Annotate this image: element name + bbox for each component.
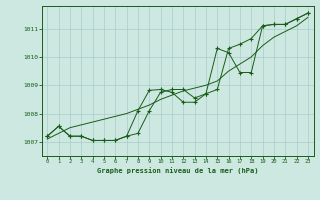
X-axis label: Graphe pression niveau de la mer (hPa): Graphe pression niveau de la mer (hPa) <box>97 167 258 174</box>
